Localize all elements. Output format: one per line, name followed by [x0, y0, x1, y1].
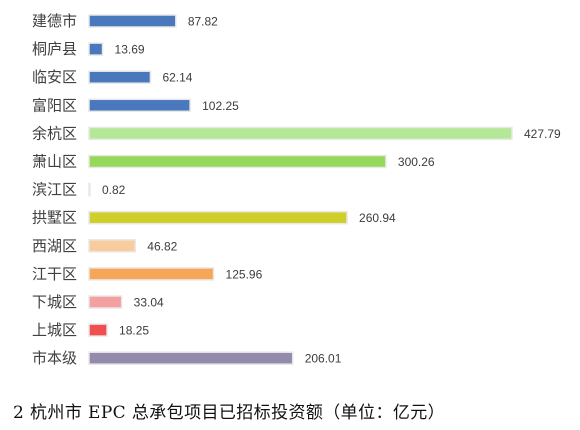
category-label: 上城区: [32, 321, 77, 339]
category-label: 江干区: [32, 265, 77, 283]
category-label: 萧山区: [32, 153, 77, 171]
bar: [88, 210, 348, 225]
bar-row: 下城区 33.04: [32, 293, 164, 311]
bar: [88, 70, 152, 84]
figure-caption: 2 杭州市 EPC 总承包项目已招标投资额（单位：亿元）: [13, 403, 446, 423]
category-label: 桐庐县: [32, 40, 77, 58]
bar-row: 上城区 18.25: [32, 321, 149, 339]
bar-row: 西湖区 46.82: [32, 237, 178, 255]
bar: [88, 323, 108, 337]
data-label: 87.82: [188, 15, 218, 29]
bar-row: 滨江区 0.82: [32, 181, 126, 199]
bar-row: 临安区 62.14: [32, 68, 193, 86]
category-label: 滨江区: [32, 181, 77, 199]
data-label: 102.25: [202, 99, 239, 113]
category-label: 建德市: [32, 12, 77, 30]
bar-row: 市本级 206.01: [32, 349, 342, 367]
bar: [88, 295, 123, 309]
bar-row: 建德市 87.82: [32, 12, 218, 30]
bar-row: 萧山区 300.26: [32, 153, 435, 171]
data-label: 13.69: [115, 43, 145, 57]
data-label: 300.26: [398, 155, 435, 169]
bar: [88, 154, 387, 169]
bar-chart: 建德市 87.82 桐庐县 13.69 临安区 62.14 富阳区 102.25 余杭区 427.…: [32, 12, 561, 367]
bar-row: 拱墅区 260.94: [32, 209, 396, 227]
bar-row: 富阳区 102.25: [32, 96, 239, 114]
chart-container: 建德市 87.82 桐庐县 13.69 临安区 62.14 富阳区 102.25 余杭区 427.…: [32, 12, 561, 367]
data-label: 33.04: [134, 296, 164, 310]
bar-row: 江干区 125.96: [32, 265, 263, 283]
category-label: 临安区: [32, 68, 77, 86]
data-label: 46.82: [147, 239, 177, 253]
bar: [88, 182, 91, 197]
data-label: 62.14: [162, 71, 192, 85]
bar: [88, 98, 191, 113]
bar: [88, 351, 294, 365]
bar-row: 桐庐县 13.69: [32, 40, 145, 58]
data-label: 0.82: [102, 183, 126, 197]
data-label: 18.25: [119, 324, 149, 338]
category-label: 下城区: [32, 293, 77, 311]
data-label: 260.94: [359, 211, 396, 225]
bar: [88, 14, 177, 28]
category-label: 富阳区: [32, 96, 77, 114]
category-label: 西湖区: [32, 237, 77, 255]
data-label: 206.01: [305, 352, 342, 366]
bar: [88, 267, 215, 281]
data-label: 125.96: [226, 267, 263, 281]
bar: [88, 239, 137, 253]
category-label: 市本级: [32, 349, 77, 367]
bar: [88, 42, 104, 56]
bar: [88, 126, 513, 141]
category-label: 余杭区: [32, 124, 77, 142]
bar-row: 余杭区 427.79: [32, 124, 561, 142]
category-label: 拱墅区: [32, 209, 77, 227]
data-label: 427.79: [524, 127, 561, 141]
